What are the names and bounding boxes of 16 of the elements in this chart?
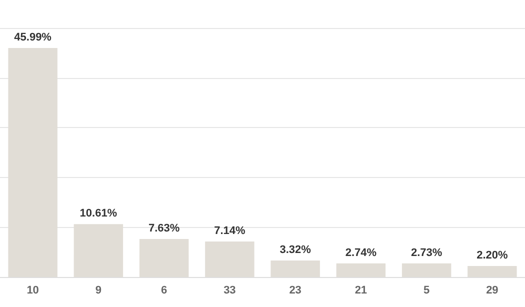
x-tick-label: 10 — [26, 284, 39, 296]
x-tick-label: 23 — [289, 284, 302, 296]
x-tick-label: 21 — [354, 284, 368, 296]
x-tick-label: 9 — [95, 284, 102, 296]
data-label: 45.99% — [14, 31, 52, 44]
data-label: 2.73% — [410, 246, 442, 259]
data-label: 2.20% — [476, 250, 508, 262]
data-label: 7.14% — [214, 224, 246, 237]
data-label: 10.61% — [80, 208, 118, 220]
x-tick-label: 33 — [224, 284, 236, 296]
data-label: 7.63% — [148, 222, 180, 235]
data-label: 3.32% — [280, 244, 312, 256]
x-tick-label: 5 — [424, 284, 430, 296]
x-tick-label: 29 — [486, 284, 498, 296]
data-label: 2.74% — [345, 246, 377, 259]
x-tick-label: 6 — [161, 284, 168, 296]
